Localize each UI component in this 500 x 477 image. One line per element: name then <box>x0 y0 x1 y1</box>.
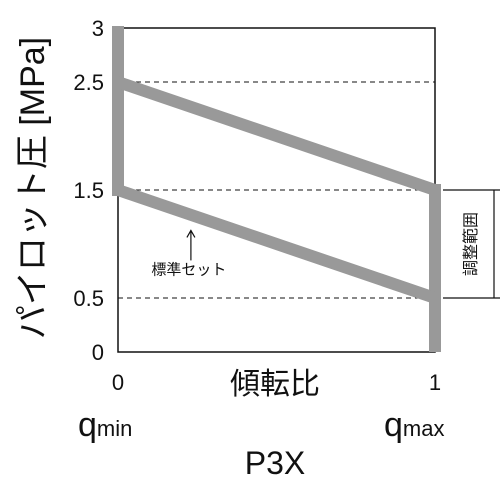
x-tick-label: 0 <box>112 370 124 395</box>
standard-set-label: 標準セット <box>151 261 226 278</box>
y-tick-label: 2.5 <box>73 70 104 95</box>
band-lower-line <box>116 184 437 304</box>
y-tick-label: 0 <box>92 340 104 365</box>
q-min-base: q <box>78 406 97 444</box>
adjust-range-annotation: 調整範囲 <box>443 189 500 299</box>
y-axis-label: パイロット圧 [MPa] <box>14 37 52 339</box>
model-label: P3X <box>245 445 305 477</box>
adjustment-band <box>112 26 441 352</box>
y-tick-label: 0.5 <box>73 286 104 311</box>
x-tick-label: 1 <box>429 370 441 395</box>
x-axis-label: 傾転比 <box>230 368 320 401</box>
range-bracket <box>443 189 500 299</box>
q-max-sub: max <box>403 416 445 441</box>
adjust-range-label: 調整範囲 <box>462 212 480 276</box>
standard-set-annotation: 標準セット <box>151 229 226 278</box>
q-max-label: qmax <box>384 406 444 444</box>
y-tick-label: 3 <box>92 16 104 41</box>
q-max-base: q <box>384 406 403 444</box>
q-min-label: qmin <box>78 406 132 444</box>
y-tick-labels: 0 0.5 1.5 2.5 3 <box>73 16 104 365</box>
arrow-up-icon <box>186 229 196 238</box>
band-upper-line <box>116 76 437 196</box>
q-min-sub: min <box>97 416 132 441</box>
gridlines <box>118 81 435 299</box>
y-tick-label: 1.5 <box>73 178 104 203</box>
